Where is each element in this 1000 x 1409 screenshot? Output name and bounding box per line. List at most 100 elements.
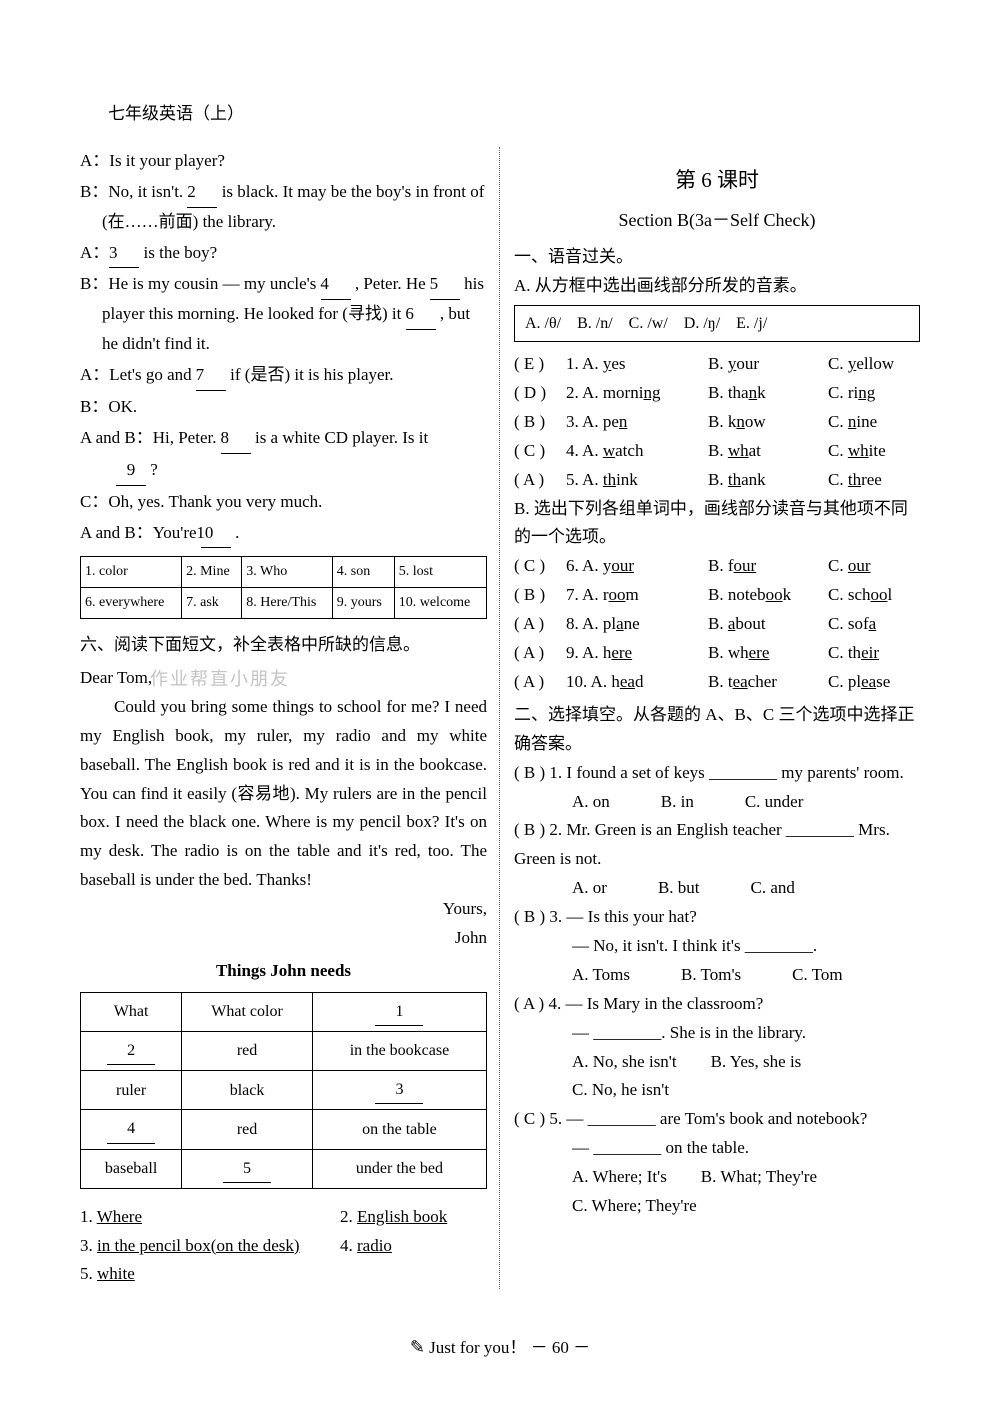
- table-cell: in the bookcase: [312, 1031, 486, 1070]
- blank: 7: [196, 361, 226, 391]
- mcq-opts: A. No, she isn't B. Yes, she is: [514, 1048, 920, 1077]
- blank: 10: [201, 519, 231, 549]
- mcq-stem: ( B ) 1. I found a set of keys ________ …: [514, 759, 920, 788]
- table-cell: What: [81, 992, 182, 1031]
- option-c: C. our: [828, 552, 920, 581]
- table-cell: baseball: [81, 1149, 182, 1188]
- table-cell: 8. Here/This: [242, 588, 332, 619]
- section-heading: 六、阅读下面短文，补全表格中所缺的信息。: [80, 631, 487, 660]
- watermark: 作业帮直小朋友: [150, 664, 290, 695]
- mcq-opts: A. Where; It's B. What; They're: [514, 1163, 920, 1192]
- answer-mark: ( D ): [514, 379, 566, 408]
- mcq-stem: ( B ) 3. — Is this your hat?: [514, 903, 920, 932]
- answer-mark: ( C ): [514, 437, 566, 466]
- phonetics-box: A. /θ/ B. /n/ C. /w/ D. /ŋ/ E. /j/: [514, 305, 920, 342]
- letter-body: Could you bring some things to school fo…: [80, 693, 487, 895]
- phonetics-list-a: ( E )1. A. yesB. yourC. yellow( D )2. A.…: [514, 350, 920, 494]
- table-cell: 7. ask: [182, 588, 242, 619]
- option-c: C. sofa: [828, 610, 920, 639]
- ans-num: 5.: [80, 1264, 93, 1283]
- ans-text: radio: [357, 1236, 392, 1255]
- ans-text: Where: [97, 1207, 142, 1226]
- option-a: 3. A. pen: [566, 408, 708, 437]
- table-cell: 4. son: [332, 557, 394, 588]
- lesson6-title: 第 6 课时: [514, 163, 920, 199]
- table-cell: 1: [312, 992, 486, 1031]
- option-a: 2. A. morning: [566, 379, 708, 408]
- table-cell: What color: [182, 992, 313, 1031]
- answer-mark: ( B ): [514, 408, 566, 437]
- table-cell: 3. Who: [242, 557, 332, 588]
- blank: 4: [321, 270, 351, 300]
- sub-heading: B. 选出下列各组单词中，画线部分读音与其他项不同的一个选项。: [514, 495, 920, 553]
- text: A and B：You're: [80, 523, 201, 542]
- mcq-opts: A. or B. but C. and: [514, 874, 920, 903]
- phon-row: ( C )4. A. watchB. whatC. white: [514, 437, 920, 466]
- text: is the boy?: [139, 243, 217, 262]
- option-b: B. thank: [708, 379, 828, 408]
- footer-text: Just for you！ － 60 －: [425, 1338, 590, 1357]
- answer-mark: ( A ): [514, 610, 566, 639]
- mcq-stem: ( A ) 4. — Is Mary in the classroom?: [514, 990, 920, 1019]
- answer-grid: 1. color 2. Mine 3. Who 4. son 5. lost 6…: [80, 556, 487, 619]
- table-cell: under the bed: [312, 1149, 486, 1188]
- answer-mark: ( B ): [514, 907, 545, 926]
- needs-answers: 1. Where 2. English book 3. in the penci…: [80, 1203, 487, 1290]
- table-row: ruler black 3: [81, 1071, 487, 1110]
- phon-row: ( B )7. A. roomB. notebookC. school: [514, 581, 920, 610]
- mcq-stem2: — No, it isn't. I think it's ________.: [514, 932, 920, 961]
- mcq-stem: ( B ) 2. Mr. Green is an English teacher…: [514, 816, 920, 874]
- table-cell: on the table: [312, 1110, 486, 1149]
- option-a: 9. A. here: [566, 639, 708, 668]
- option-c: C. nine: [828, 408, 920, 437]
- text: .: [231, 523, 240, 542]
- blank: 2: [187, 178, 217, 208]
- letter-sign: John: [80, 924, 487, 953]
- phon-row: ( A )9. A. hereB. whereC. their: [514, 639, 920, 668]
- answer-mark: ( E ): [514, 350, 566, 379]
- ans-text: white: [97, 1264, 135, 1283]
- option-c: C. three: [828, 466, 920, 495]
- ans-text: English book: [357, 1207, 447, 1226]
- option-b: B. teacher: [708, 668, 828, 697]
- option-c: C. ring: [828, 379, 920, 408]
- option-c: C. yellow: [828, 350, 920, 379]
- mcq-item: ( A ) 4. — Is Mary in the classroom?— __…: [514, 990, 920, 1106]
- table-cell: 4: [81, 1110, 182, 1149]
- mcq-item: ( B ) 3. — Is this your hat?— No, it isn…: [514, 903, 920, 990]
- letter-block: Dear Tom, 作业帮直小朋友 Could you bring some t…: [80, 664, 487, 953]
- option-a: 8. A. plane: [566, 610, 708, 639]
- table-cell: 2: [81, 1031, 182, 1070]
- ans-num: 1.: [80, 1207, 93, 1226]
- mcq-item: ( C ) 5. — ________ are Tom's book and n…: [514, 1105, 920, 1221]
- option-c: C. school: [828, 581, 920, 610]
- table-cell: 2. Mine: [182, 557, 242, 588]
- answer-row: 3. in the pencil box(on the desk) 4. rad…: [80, 1232, 487, 1261]
- option-b: B. thank: [708, 466, 828, 495]
- table-row: 4 red on the table: [81, 1110, 487, 1149]
- blank: 4: [107, 1115, 155, 1143]
- option-b: B. what: [708, 437, 828, 466]
- needs-title: Things John needs: [80, 957, 487, 986]
- dialogue-line: A and B：You're 10 .: [80, 519, 487, 549]
- dialogue-line: A：Let's go and 7 if (是否) it is his playe…: [80, 361, 487, 391]
- sub-heading: A. 从方框中选出画线部分所发的音素。: [514, 272, 920, 301]
- answer-mark: ( C ): [514, 552, 566, 581]
- table-cell: 9. yours: [332, 588, 394, 619]
- text: , Peter. He: [351, 274, 430, 293]
- text: B：No, it isn't.: [80, 182, 187, 201]
- mcq-item: ( B ) 2. Mr. Green is an English teacher…: [514, 816, 920, 903]
- option-b: B. where: [708, 639, 828, 668]
- phon-row: ( B )3. A. penB. knowC. nine: [514, 408, 920, 437]
- table-cell: black: [182, 1071, 313, 1110]
- phonetics-list-b: ( C )6. A. yourB. fourC. our( B )7. A. r…: [514, 552, 920, 696]
- table-cell: 5. lost: [394, 557, 486, 588]
- table-row: What What color 1: [81, 992, 487, 1031]
- needs-table: What What color 1 2 red in the bookcase …: [80, 992, 487, 1189]
- option-a: 6. A. your: [566, 552, 708, 581]
- text: if (是否) it is his player.: [226, 365, 394, 384]
- answer-mark: ( A ): [514, 639, 566, 668]
- answer-mark: ( B ): [514, 763, 545, 782]
- mcq-opts: A. on B. in C. under: [514, 788, 920, 817]
- option-a: 1. A. yes: [566, 350, 708, 379]
